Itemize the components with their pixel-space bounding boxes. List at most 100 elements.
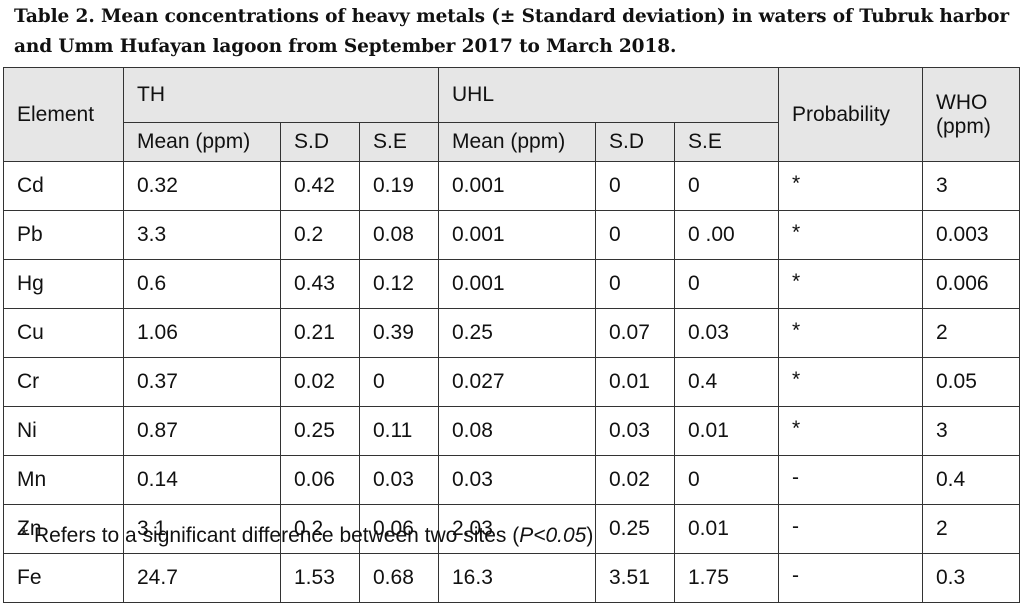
cell-element: Cd — [3, 161, 124, 211]
cell-th-sd: 0.06 — [280, 455, 360, 505]
cell-element: Ni — [3, 406, 124, 456]
cell-who: 0.4 — [922, 455, 1020, 505]
cell-th-mean: 3.3 — [123, 210, 281, 260]
cell-th-sd: 0.2 — [280, 210, 360, 260]
cell-th-se: 0.03 — [359, 455, 439, 505]
table-row: Cd 0.32 0.42 0.19 0.001 0 0 * 3 — [3, 161, 1020, 211]
cell-who: 0.05 — [922, 357, 1020, 407]
heavy-metals-table: Element TH UHL Probability WHO (ppm) Mea… — [3, 67, 1020, 603]
cell-uhl-sd: 0 — [595, 161, 675, 211]
cell-probability: * — [778, 357, 923, 407]
cell-probability: * — [778, 210, 923, 260]
cell-th-mean: 0.32 — [123, 161, 281, 211]
cell-uhl-se: 1.75 — [674, 553, 779, 603]
table-row: Zn 3.1 0.2 0.06 2.03 0.25 0.01-2 — [3, 504, 1020, 554]
cell-probability: - — [778, 504, 923, 554]
cell-uhl-se: 0 — [674, 161, 779, 211]
cell-th-se: 0.19 — [359, 161, 439, 211]
cell-th-sd: 1.53 — [280, 553, 360, 603]
cell-th-sd: 0.02 — [280, 357, 360, 407]
cell-element: Hg — [3, 259, 124, 309]
cell-th-se: 0.12 — [359, 259, 439, 309]
cell-uhl-mean: 0.027 — [438, 357, 596, 407]
cell-uhl-sd: 0.01 — [595, 357, 675, 407]
cell-th-se: 0.06 — [359, 504, 439, 554]
table-row: Cu 1.06 0.21 0.39 0.25 0.07 0.03 * 2 — [3, 308, 1020, 358]
cell-th-sd: 0.2 — [280, 504, 360, 554]
footnote-close: ) — [586, 524, 594, 547]
cell-uhl-mean: 16.3 — [438, 553, 596, 603]
cell-uhl-mean: 0.001 — [438, 259, 596, 309]
cell-th-mean: 3.1 — [123, 504, 281, 554]
cell-uhl-se: 0.03 — [674, 308, 779, 358]
cell-th-se: 0.68 — [359, 553, 439, 603]
header-who: WHO (ppm) — [922, 67, 1020, 162]
cell-who: 0.006 — [922, 259, 1020, 309]
cell-probability: * — [778, 259, 923, 309]
footnote-pvalue: P<0.05 — [519, 524, 587, 547]
table-row: Fe 24.7 1.53 0.68 16.3 3.51 1.75-0.3 — [3, 553, 1020, 603]
cell-th-se: 0.08 — [359, 210, 439, 260]
cell-uhl-mean: 0.001 — [438, 161, 596, 211]
header-element: Element — [3, 67, 124, 162]
cell-uhl-se: 0 — [674, 259, 779, 309]
footnote-text: * Refers to a significant difference bet… — [20, 524, 520, 547]
cell-th-mean: 1.06 — [123, 308, 281, 358]
cell-uhl-sd: 0.02 — [595, 455, 675, 505]
cell-th-mean: 0.37 — [123, 357, 281, 407]
cell-uhl-sd: 0.25 — [595, 504, 675, 554]
header-th-sd: S.D — [280, 122, 360, 162]
cell-element: Zn — [3, 504, 124, 554]
cell-who: 0.003 — [922, 210, 1020, 260]
cell-th-sd: 0.43 — [280, 259, 360, 309]
table-body: Cd 0.32 0.42 0.19 0.001 0 0 * 3 Pb 3.3 0.2 0.08 0.001… — [3, 161, 1020, 603]
cell-uhl-mean: 0.03 — [438, 455, 596, 505]
cell-th-mean: 0.87 — [123, 406, 281, 456]
cell-probability: - — [778, 553, 923, 603]
cell-uhl-se: 0.01 — [674, 406, 779, 456]
cell-uhl-se: 0.01 — [674, 504, 779, 554]
cell-who: 2 — [922, 308, 1020, 358]
cell-probability: * — [778, 308, 923, 358]
cell-th-mean: 0.14 — [123, 455, 281, 505]
cell-who: 3 — [922, 406, 1020, 456]
cell-who: 3 — [922, 161, 1020, 211]
cell-element: Mn — [3, 455, 124, 505]
cell-uhl-se: 0 — [674, 455, 779, 505]
table-footnote: * Refers to a significant difference bet… — [20, 522, 593, 550]
cell-th-se: 0 — [359, 357, 439, 407]
cell-th-mean: 24.7 — [123, 553, 281, 603]
cell-uhl-sd: 0.03 — [595, 406, 675, 456]
header-th-mean: Mean (ppm) — [123, 122, 281, 162]
table-row: Hg 0.6 0.43 0.12 0.001 0 0 * 0.006 — [3, 259, 1020, 309]
table-caption: Table 2. Mean concentrations of heavy me… — [14, 6, 1010, 57]
cell-uhl-sd: 3.51 — [595, 553, 675, 603]
cell-who: 2 — [922, 504, 1020, 554]
table-row: Cr 0.37 0.02 0 0.027 0.01 0.4 * 0.05 — [3, 357, 1020, 407]
header-th: TH — [123, 67, 439, 123]
cell-th-mean: 0.6 — [123, 259, 281, 309]
header-th-se: S.E — [359, 122, 439, 162]
cell-element: Cu — [3, 308, 124, 358]
cell-uhl-se: 0 .00 — [674, 210, 779, 260]
cell-probability: * — [778, 161, 923, 211]
cell-probability: - — [778, 455, 923, 505]
cell-uhl-se: 0.4 — [674, 357, 779, 407]
cell-element: Cr — [3, 357, 124, 407]
cell-element: Fe — [3, 553, 124, 603]
cell-uhl-sd: 0 — [595, 259, 675, 309]
cell-uhl-sd: 0.07 — [595, 308, 675, 358]
header-uhl-mean: Mean (ppm) — [438, 122, 596, 162]
cell-element: Pb — [3, 210, 124, 260]
cell-uhl-sd: 0 — [595, 210, 675, 260]
cell-th-sd: 0.25 — [280, 406, 360, 456]
table-row: Ni 0.87 0.25 0.11 0.08 0.03 0.01 * 3 — [3, 406, 1020, 456]
table-row: Mn 0.14 0.06 0.03 0.03 0.02 0-0.4 — [3, 455, 1020, 505]
cell-th-se: 0.11 — [359, 406, 439, 456]
cell-th-sd: 0.42 — [280, 161, 360, 211]
cell-uhl-mean: 0.08 — [438, 406, 596, 456]
header-uhl: UHL — [438, 67, 779, 123]
header-probability: Probability — [778, 67, 923, 162]
header-uhl-se: S.E — [674, 122, 779, 162]
cell-uhl-mean: 0.25 — [438, 308, 596, 358]
